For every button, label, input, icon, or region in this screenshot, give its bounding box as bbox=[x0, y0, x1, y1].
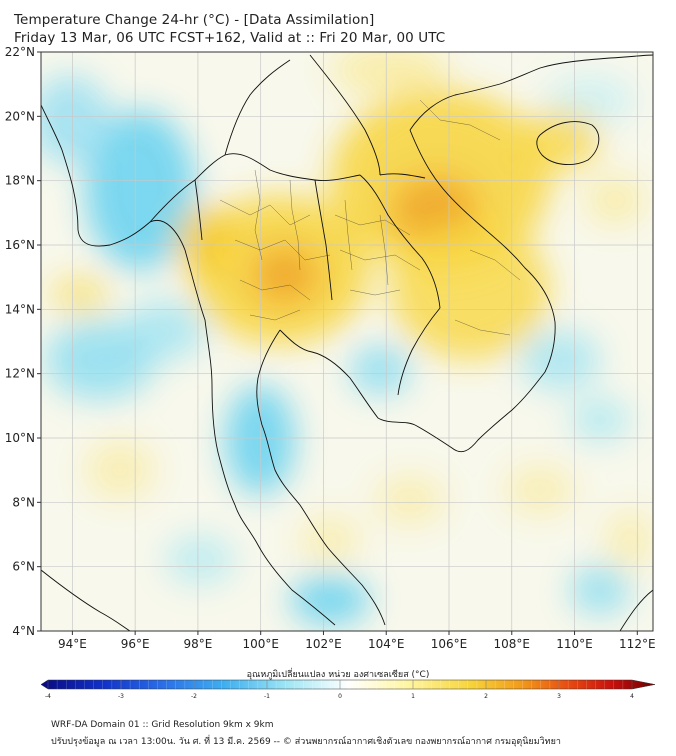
latitude-axis: 22°N 20°N 18°N 16°N 14°N 12°N 10°N 8°N 6°N 4°N bbox=[5, 45, 41, 638]
lon-tick-label: 102°E bbox=[305, 637, 342, 651]
colorbar-tick-label: 4 bbox=[630, 693, 634, 700]
lat-tick-label: 14°N bbox=[5, 302, 35, 316]
lat-tick-label: 20°N bbox=[5, 109, 35, 123]
colorbar-tick-label: 0 bbox=[338, 693, 342, 700]
colorbar-tick-label: -2 bbox=[191, 693, 197, 700]
footer-resolution: WRF-DA Domain 01 :: Grid Resolution 9km … bbox=[51, 720, 274, 730]
colorbar-tick-label: 1 bbox=[411, 693, 415, 700]
lon-tick-label: 104°E bbox=[368, 637, 405, 651]
lat-tick-label: 22°N bbox=[5, 45, 35, 59]
colorbar-tick-label: 3 bbox=[557, 693, 561, 700]
lat-tick-label: 10°N bbox=[5, 431, 35, 445]
lon-tick-label: 96°E bbox=[121, 637, 150, 651]
footer-credit: ปรับปรุงข้อมูล ณ เวลา 13:00น. วัน ศ. ที่… bbox=[51, 737, 561, 747]
colorbar-title: อุณหภูมิเปลี่ยนแปลง หน่วย องศาเซลเซียส (… bbox=[246, 670, 430, 680]
colorbar-gradient bbox=[40, 679, 656, 690]
lon-tick-label: 112°E bbox=[619, 637, 656, 651]
longitude-axis: 94°E 96°E 98°E 100°E 102°E 104°E 106°E 108°E 110… bbox=[58, 631, 656, 651]
graticule bbox=[41, 52, 653, 631]
map-title: Temperature Change 24-hr (°C) - [Data As… bbox=[14, 12, 375, 28]
lon-tick-label: 108°E bbox=[494, 637, 531, 651]
colorbar-tick-label: -1 bbox=[264, 693, 270, 700]
lat-tick-label: 8°N bbox=[12, 495, 35, 509]
lon-tick-label: 98°E bbox=[183, 637, 212, 651]
temperature-field bbox=[41, 52, 653, 631]
colorbar: -4 -3 -2 -1 0 1 2 3 4 bbox=[40, 679, 656, 700]
lon-tick-label: 94°E bbox=[58, 637, 87, 651]
province-borders bbox=[219, 99, 521, 336]
lat-tick-label: 16°N bbox=[5, 238, 35, 252]
lon-tick-label: 100°E bbox=[242, 637, 279, 651]
colorbar-ticks: -4 -3 -2 -1 0 1 2 3 4 bbox=[45, 680, 634, 700]
lon-tick-label: 106°E bbox=[431, 637, 468, 651]
lat-tick-label: 6°N bbox=[12, 560, 35, 574]
colorbar-tick-label: -4 bbox=[45, 693, 51, 700]
lat-tick-label: 12°N bbox=[5, 367, 35, 381]
map-frame bbox=[40, 51, 654, 632]
colorbar-tick-label: 2 bbox=[484, 693, 488, 700]
lon-tick-label: 110°E bbox=[556, 637, 593, 651]
map-subtitle: Friday 13 Mar, 06 UTC FCST+162, Valid at… bbox=[14, 30, 446, 46]
lat-tick-label: 18°N bbox=[5, 174, 35, 188]
coastline-outline bbox=[41, 54, 653, 631]
colorbar-tick-label: -3 bbox=[118, 693, 124, 700]
lat-tick-label: 4°N bbox=[12, 624, 35, 638]
